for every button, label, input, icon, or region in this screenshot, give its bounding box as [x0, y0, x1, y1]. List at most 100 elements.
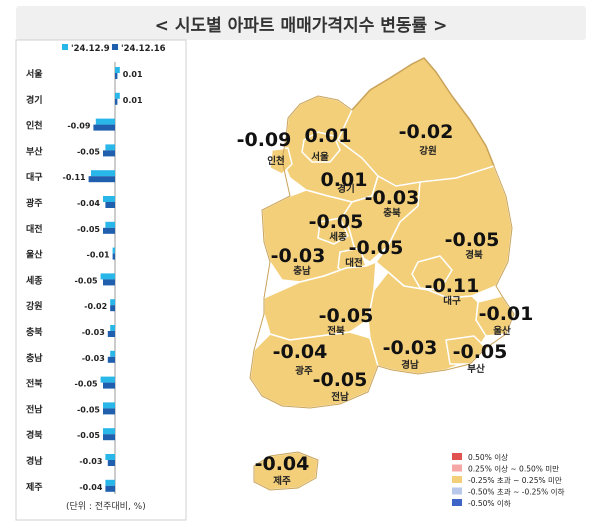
bar-data-label: -0.05 [75, 380, 98, 389]
map-value-label: -0.05 [453, 341, 508, 363]
map-region-label: 충북 [383, 207, 401, 219]
map-value-label: -0.03 [383, 337, 438, 359]
bar-prev [110, 299, 115, 306]
bar-prev [115, 67, 120, 73]
bar-prev [110, 350, 115, 357]
bar-prev [103, 428, 115, 435]
bar-category-label: 대전 [26, 223, 43, 235]
bar-curr [103, 434, 115, 441]
map-region-label: 경기 [337, 183, 354, 195]
bar-curr [103, 279, 115, 286]
bar-prev [110, 325, 115, 331]
bar-curr [115, 98, 118, 105]
map-region-label: 인천 [267, 156, 284, 167]
bar-data-label: -0.03 [79, 457, 102, 466]
bar-category-label: 인천 [26, 121, 43, 132]
map-region-sejong [317, 217, 349, 245]
bar-prev [100, 273, 115, 280]
bar-legend-swatch [112, 44, 118, 50]
map-legend-swatch [452, 499, 462, 506]
bar-category-label: 충남 [26, 352, 43, 364]
bar-data-label: -0.03 [82, 328, 105, 337]
map-region-label: 서울 [311, 151, 329, 163]
bar-prev [103, 196, 115, 202]
map-value-label: -0.03 [365, 187, 420, 209]
bar-category-label: 강원 [26, 300, 43, 312]
bar-prev [105, 479, 115, 486]
map-value-label: -0.05 [445, 229, 500, 251]
bar-curr [107, 460, 115, 466]
map-legend-swatch [452, 453, 462, 460]
bar-curr [88, 176, 115, 183]
map-outline [249, 57, 515, 409]
bar-prev [91, 170, 115, 177]
bar-category-label: 광주 [26, 197, 43, 209]
map-legend-label: 0.25% 이상 ~ 0.50% 미만 [468, 464, 559, 474]
bar-data-label: -0.09 [67, 122, 90, 131]
map-legend-swatch [452, 464, 462, 472]
map-value-label: -0.05 [313, 369, 368, 391]
map-region-label: 울산 [493, 325, 511, 337]
map-value-label: -0.04 [273, 341, 328, 363]
map-region-label: 경북 [465, 249, 483, 261]
bar-curr [103, 408, 115, 415]
bar-legend-label: '24.12.16 [121, 44, 166, 54]
bar-data-label: -0.03 [82, 354, 105, 363]
bar-panel-frame [15, 39, 187, 521]
bar-category-label: 경남 [26, 455, 43, 467]
chart-title: < 시도별 아파트 매매가격지수 변동률 > [16, 6, 586, 40]
map-region-daegu [411, 255, 453, 291]
bar-category-label: 경북 [26, 429, 43, 441]
map-legend-label: -0.25% 초과 ~ 0.25% 미만 [468, 476, 562, 485]
bar-prev [105, 144, 115, 151]
unit-note: (단위 : 전주대비, %) [66, 501, 146, 512]
bar-prev [95, 118, 115, 125]
bar-legend-swatch [62, 44, 68, 50]
bar-prev [115, 92, 120, 99]
map-region-label: 강원 [419, 145, 436, 157]
bar-curr [112, 253, 115, 260]
bar-curr [103, 150, 115, 157]
bar-curr [107, 356, 115, 363]
map-value-label: -0.03 [271, 245, 326, 267]
map-value-label: 0.01 [321, 169, 368, 191]
bar-category-label: 서울 [26, 68, 43, 80]
map-value-label: -0.04 [255, 453, 310, 475]
bar-data-label: -0.11 [63, 173, 86, 182]
bar-prev [105, 454, 115, 460]
map-value-label: -0.09 [237, 129, 292, 151]
map-region-label: 부산 [467, 363, 485, 375]
bar-data-label: -0.05 [75, 276, 98, 285]
map-value-label: -0.05 [319, 305, 374, 327]
map-region-label: 충남 [293, 265, 311, 277]
bar-data-label: -0.05 [77, 225, 100, 234]
map-value-label: -0.11 [425, 275, 480, 297]
map-value-label: 0.01 [305, 125, 352, 147]
bar-category-label: 세종 [26, 274, 43, 286]
map-region-label: 경남 [401, 359, 419, 371]
map-legend-label: -0.50% 이하 [468, 498, 511, 508]
bar-data-label: -0.05 [77, 405, 100, 414]
map-region-seoul [301, 131, 341, 163]
bar-data-label: -0.04 [79, 483, 102, 492]
bar-category-label: 전북 [26, 378, 43, 390]
bar-data-label: -0.04 [77, 199, 100, 208]
bar-curr [105, 485, 115, 492]
map-region-incheon [269, 147, 293, 175]
map-region-label: 전남 [331, 391, 349, 403]
map-region-label: 전북 [327, 325, 345, 337]
map-legend-label: 0.50% 이상 [468, 452, 508, 462]
bar-category-label: 경기 [26, 94, 43, 106]
bar-category-label: 대구 [26, 171, 43, 183]
map-region-label: 대구 [443, 295, 461, 307]
bar-curr [103, 382, 115, 389]
map-region-label: 세종 [329, 231, 347, 243]
bar-category-label: 부산 [26, 145, 43, 157]
bar-category-label: 울산 [26, 249, 43, 261]
map-legend-label: -0.50% 초과 ~ -0.25% 이하 [468, 487, 565, 497]
map-value-label: -0.05 [349, 237, 404, 259]
map-value-label: -0.02 [399, 121, 454, 143]
bar-data-label: -0.01 [87, 251, 110, 260]
map-region-label: 제주 [273, 475, 291, 487]
